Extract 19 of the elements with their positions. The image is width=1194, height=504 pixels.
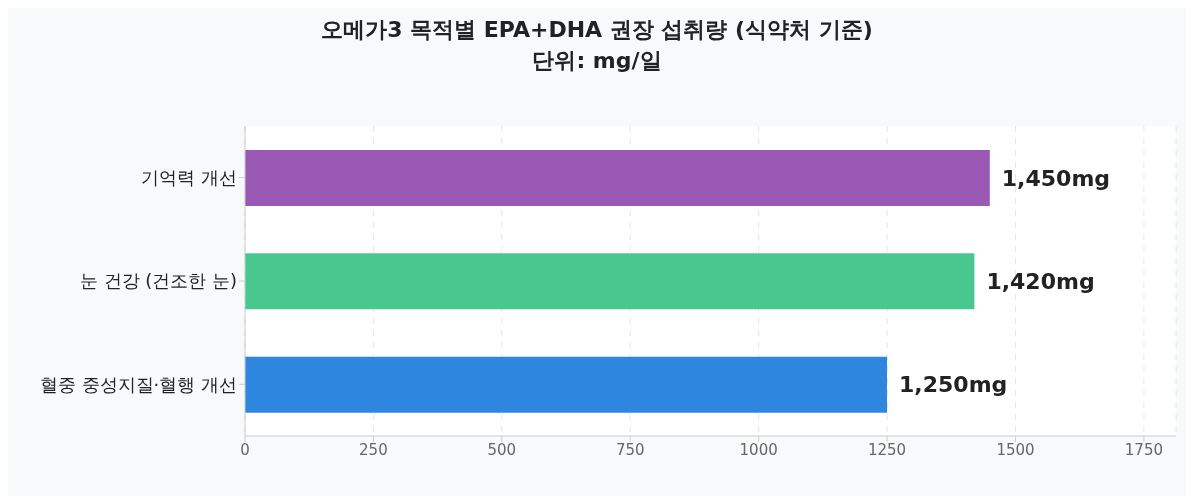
chart-subtitle: 단위: mg/일 <box>531 47 663 75</box>
bar <box>245 356 888 413</box>
x-tick-label: 1750 <box>1124 440 1163 459</box>
x-tick-label: 1000 <box>739 440 778 459</box>
bar <box>245 253 975 310</box>
x-tick-label: 1500 <box>996 440 1035 459</box>
x-tick-label: 0 <box>240 440 250 459</box>
bar <box>245 150 990 206</box>
data-label: 1,450mg <box>1001 165 1111 191</box>
x-tick-label: 500 <box>487 440 517 459</box>
x-tick-label: 1250 <box>867 440 907 459</box>
y-tick-label: 혈중 중성지질·혈행 개선 <box>39 373 237 395</box>
y-tick-label: 기억력 개선 <box>141 167 237 189</box>
x-tick-label: 750 <box>615 440 645 459</box>
data-label: 1,420mg <box>986 269 1095 295</box>
y-tick-label: 눈 건강 (건조한 눈) <box>79 270 237 292</box>
data-label: 1,250mg <box>899 372 1008 398</box>
chart-title: 오메가3 목적별 EPA+DHA 권장 섭취량 (식약처 기준) <box>320 16 874 44</box>
x-tick-label: 250 <box>359 440 388 459</box>
